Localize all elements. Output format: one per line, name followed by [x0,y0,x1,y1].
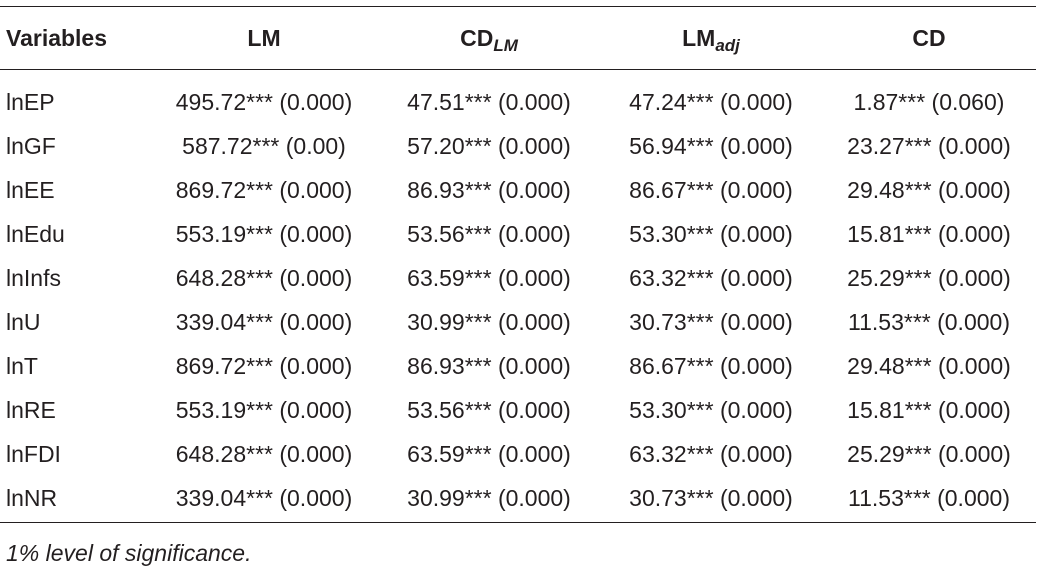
header-cd: CD [912,24,946,51]
table-cell-lmadj: 63.32*** (0.000) [629,440,793,467]
table-cell-cd: 23.27*** (0.000) [847,132,1011,159]
table-cell-var: lnNR [6,484,58,511]
header-cd-lm-subscript: LM [493,35,518,55]
table-cell-lmadj: 56.94*** (0.000) [629,132,793,159]
table-cell-var: lnEP [6,88,55,115]
header-lm-adj: LMadj [682,24,740,55]
table-cell-var: lnRE [6,396,56,423]
table-cell-cd: 25.29*** (0.000) [847,264,1011,291]
table-cell-lm: 648.28*** (0.000) [175,440,353,467]
table-header: Variables LM CDLM LMadj CD [0,6,1036,70]
table-cell-lm: 339.04*** (0.000) [175,484,353,511]
table-cell-cdlm: 53.56*** (0.000) [407,220,571,247]
table-cell-lmadj: 30.73*** (0.000) [629,484,793,511]
table-cell-lm: 587.72*** (0.00) [182,132,346,159]
table-cell-cdlm: 53.56*** (0.000) [407,396,571,423]
table-cell-var: lnT [6,352,38,379]
table-row: lnInfs 648.28*** (0.000) 63.59*** (0.000) 6… [0,256,1036,300]
table-row: lnU 339.04*** (0.000) 30.99*** (0.000) 30.7… [0,300,1036,344]
table-row: lnEdu 553.19*** (0.000) 53.56*** (0.000) 53… [0,212,1036,256]
table-cell-var: lnU [6,308,41,335]
table-cell-cd: 11.53*** (0.000) [848,484,1010,511]
table-cell-cd: 25.29*** (0.000) [847,440,1011,467]
table-cell-lm: 553.19*** (0.000) [175,396,353,423]
table-row: lnGF 587.72*** (0.00) 57.20*** (0.000) 56.9… [0,124,1036,168]
header-lm-adj-subscript: adj [715,35,740,55]
table-cell-lmadj: 63.32*** (0.000) [629,264,793,291]
table-cell-var: lnInfs [6,264,61,291]
header-variables: Variables [6,24,108,51]
table-cell-var: lnEE [6,176,55,203]
table-cell-var: lnEdu [6,220,65,247]
table-cell-cdlm: 63.59*** (0.000) [407,440,571,467]
table-row: lnNR 339.04*** (0.000) 30.99*** (0.000) 30.… [0,476,1036,523]
table-cell-lm: 339.04*** (0.000) [175,308,353,335]
table-cell-lm: 648.28*** (0.000) [175,264,353,291]
table-cell-cd: 15.81*** (0.000) [847,396,1011,423]
table-cell-lmadj: 53.30*** (0.000) [629,396,793,423]
table-cell-cdlm: 30.99*** (0.000) [407,308,571,335]
table-cell-lmadj: 30.73*** (0.000) [629,308,793,335]
table-cell-cd: 1.87*** (0.060) [853,88,1005,115]
table-cell-lmadj: 86.67*** (0.000) [629,176,793,203]
cross-section-dependence-table: Variables LM CDLM LMadj CD lnEP 495.72***… [0,6,1036,523]
data-table-container: Variables LM CDLM LMadj CD lnEP 495.72***… [0,6,1036,523]
table-body: lnEP 495.72*** (0.000) 47.51*** (0.000) 47.… [0,70,1036,523]
table-cell-lmadj: 47.24*** (0.000) [629,88,793,115]
table-cell-cd: 15.81*** (0.000) [847,220,1011,247]
table-cell-cd: 29.48*** (0.000) [847,176,1011,203]
table-cell-lmadj: 53.30*** (0.000) [629,220,793,247]
table-row: lnEE 869.72*** (0.000) 86.93*** (0.000) 86.… [0,168,1036,212]
table-cell-cd: 29.48*** (0.000) [847,352,1011,379]
table-cell-cdlm: 63.59*** (0.000) [407,264,571,291]
table-cell-cdlm: 86.93*** (0.000) [407,176,571,203]
table-cell-cdlm: 30.99*** (0.000) [407,484,571,511]
table-cell-lm: 553.19*** (0.000) [175,220,353,247]
table-cell-cd: 11.53*** (0.000) [848,308,1010,335]
header-row: Variables LM CDLM LMadj CD [0,6,1036,70]
table-footnote: 1% level of significance. [6,540,252,566]
table-cell-lm: 869.72*** (0.000) [175,176,353,203]
table-cell-var: lnGF [6,132,56,159]
table-cell-cdlm: 57.20*** (0.000) [407,132,571,159]
table-cell-cdlm: 47.51*** (0.000) [407,88,571,115]
table-row: lnRE 553.19*** (0.000) 53.56*** (0.000) 53.… [0,388,1036,432]
table-row: lnFDI 648.28*** (0.000) 63.59*** (0.000) 63… [0,432,1036,476]
header-lm: LM [247,24,281,51]
table-row: lnEP 495.72*** (0.000) 47.51*** (0.000) 47.… [0,70,1036,125]
table-row: lnT 869.72*** (0.000) 86.93*** (0.000) 86.6… [0,344,1036,388]
table-cell-cdlm: 86.93*** (0.000) [407,352,571,379]
header-cd-lm: CDLM [460,24,518,55]
table-cell-lmadj: 86.67*** (0.000) [629,352,793,379]
table-cell-lm: 869.72*** (0.000) [175,352,353,379]
table-cell-lm: 495.72*** (0.000) [175,88,353,115]
table-cell-var: lnFDI [6,440,61,467]
